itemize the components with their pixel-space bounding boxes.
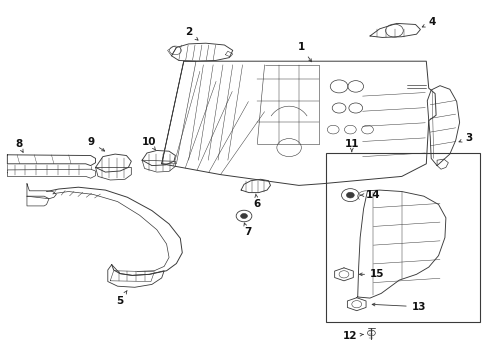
Text: 1: 1 <box>298 42 312 62</box>
Text: 4: 4 <box>422 17 436 27</box>
Circle shape <box>346 192 354 198</box>
Text: 14: 14 <box>361 190 381 200</box>
Bar <box>326 153 480 322</box>
Text: 5: 5 <box>117 291 127 306</box>
Text: 15: 15 <box>360 269 385 279</box>
Text: 6: 6 <box>254 194 261 210</box>
Text: 7: 7 <box>244 223 251 237</box>
Text: 11: 11 <box>344 139 359 152</box>
Text: 12: 12 <box>343 330 363 341</box>
Text: 13: 13 <box>372 302 426 312</box>
Text: 8: 8 <box>15 139 23 152</box>
Text: 2: 2 <box>185 27 198 40</box>
Text: 9: 9 <box>87 137 105 151</box>
Circle shape <box>241 213 247 219</box>
Text: 10: 10 <box>142 137 157 150</box>
Text: 3: 3 <box>459 132 473 143</box>
